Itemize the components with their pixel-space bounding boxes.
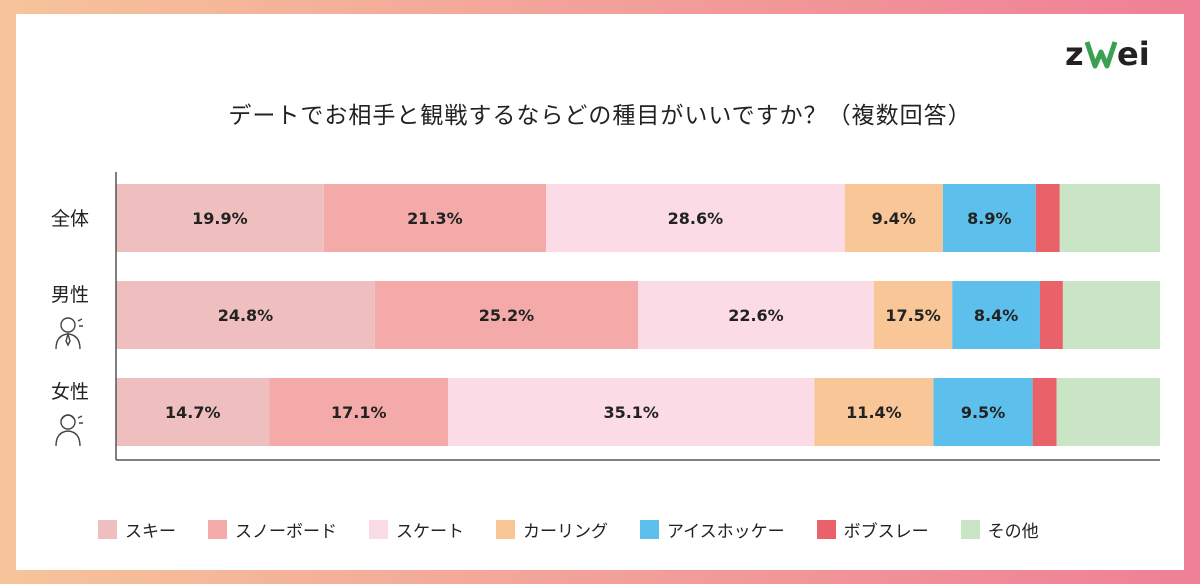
- bar-segment-2-0: [116, 378, 270, 446]
- bar-segment-1-5: [1039, 281, 1063, 349]
- legend-label: スキー: [125, 521, 176, 542]
- legend-label: スケート: [396, 521, 464, 542]
- male-person-icon: [55, 317, 83, 350]
- legend-swatch: [960, 519, 980, 539]
- bar-segment-0-1: [323, 184, 547, 252]
- legend-swatch: [369, 519, 388, 539]
- value-label-1-0: 24.8%: [218, 306, 274, 325]
- legend-label: その他: [987, 521, 1039, 542]
- chart-title: デートでお相手と観戦するならどの種目がいいですか？（複数回答）: [228, 103, 972, 129]
- bar-segment-1-1: [374, 281, 638, 349]
- legend-swatch: [98, 519, 117, 539]
- value-label-1-4: 8.4%: [974, 306, 1018, 325]
- bar-segment-0-3: [844, 184, 943, 252]
- female-person-icon: [55, 414, 83, 447]
- bar-segment-2-5: [1032, 378, 1057, 446]
- value-label-2-0: 14.7%: [165, 403, 221, 422]
- legend-swatch: [208, 519, 227, 539]
- legend-item-3: カーリング: [496, 517, 608, 542]
- value-label-1-3: 17.5%: [885, 306, 941, 325]
- value-label-0-4: 8.9%: [967, 209, 1011, 228]
- legend-swatch: [640, 519, 659, 539]
- value-label-2-3: 11.4%: [846, 403, 902, 422]
- heart-w-logo-icon: [1084, 41, 1118, 69]
- logo-letter-z: z: [1065, 35, 1084, 73]
- bar-segment-2-4: [933, 378, 1033, 446]
- logo-letters-ei: ei: [1117, 35, 1150, 73]
- bar-segment-1-0: [116, 281, 375, 349]
- bar-segment-1-2: [638, 281, 874, 349]
- value-label-0-3: 9.4%: [872, 209, 916, 228]
- bar-segment-0-2: [546, 184, 845, 252]
- row-label-0: 全体: [51, 208, 89, 230]
- legend-label: スノーボード: [235, 521, 337, 542]
- bar-segment-0-6: [1059, 184, 1160, 252]
- value-label-2-2: 35.1%: [603, 403, 659, 422]
- bar-segment-2-3: [814, 378, 934, 446]
- legend-item-2: スケート: [369, 517, 464, 542]
- value-label-2-4: 9.5%: [961, 403, 1005, 422]
- bar-segment-2-6: [1056, 378, 1160, 446]
- bar-segment-2-1: [269, 378, 448, 446]
- bar-segment-1-3: [873, 281, 953, 349]
- row-label-2: 女性: [51, 381, 89, 403]
- bar-segment-0-4: [942, 184, 1036, 252]
- legend-item-1: スノーボード: [208, 517, 337, 542]
- bar-segment-2-2: [447, 378, 815, 446]
- value-label-1-1: 25.2%: [479, 306, 535, 325]
- legend-label: ボブスレー: [843, 521, 929, 542]
- legend-item-6: その他: [960, 517, 1039, 542]
- legend-swatch: [496, 519, 515, 539]
- legend-item-5: ボブスレー: [816, 517, 929, 542]
- legend: スキー スノーボード スケート カーリング アイスホッケー ボブスレー その他: [98, 514, 1138, 544]
- brand-logo: z ei: [1065, 35, 1150, 73]
- value-label-0-2: 28.6%: [668, 209, 724, 228]
- legend-item-4: アイスホッケー: [640, 517, 785, 542]
- bar-segment-0-5: [1035, 184, 1060, 252]
- bars-layer: 19.9% 21.3% 28.6% 9.4% 8.9% 24.8% 25.2% 22.6% 17…: [116, 184, 1160, 446]
- bar-segment-1-6: [1062, 281, 1160, 349]
- legend-label: カーリング: [523, 521, 608, 542]
- legend-item-0: スキー: [98, 517, 176, 542]
- legend-label: アイスホッケー: [667, 521, 785, 542]
- value-label-1-2: 22.6%: [728, 306, 784, 325]
- value-label-2-1: 17.1%: [331, 403, 387, 422]
- legend-swatch: [816, 519, 836, 539]
- row-label-1: 男性: [51, 284, 89, 306]
- bar-segment-1-4: [952, 281, 1040, 349]
- bar-segment-0-0: [116, 184, 324, 252]
- value-label-0-1: 21.3%: [407, 209, 463, 228]
- value-label-0-0: 19.9%: [192, 209, 248, 228]
